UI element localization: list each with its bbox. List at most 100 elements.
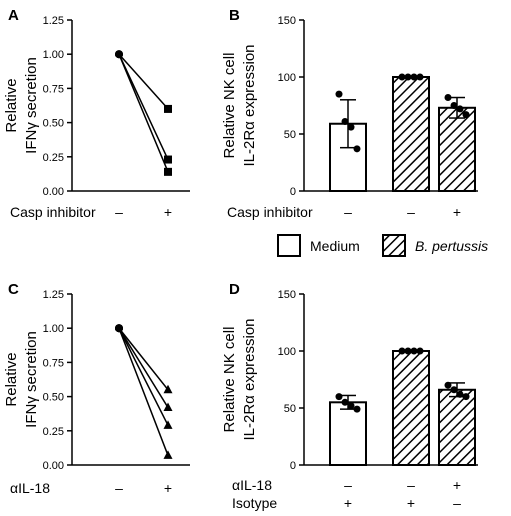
pd-data-point: [404, 347, 412, 355]
pc-y-tick-label: 1.00: [43, 323, 64, 335]
pd-data-point: [398, 347, 406, 355]
pd-y-tick-label: 100: [278, 346, 296, 358]
pd-y-tick-label: 150: [278, 289, 296, 301]
pc-condition-mark: +: [164, 480, 172, 496]
pb-bar-pertussis: [392, 76, 430, 192]
chart-panel-d: 0 50 100 150 Relative NK cell IL-2Rα expressi…: [221, 289, 478, 511]
pb-data-point: [450, 102, 458, 109]
pc-point-before: [115, 324, 123, 333]
pc-pair-line: [118, 327, 169, 456]
pc-pair-line: [118, 327, 169, 391]
pd-condition-mark: –: [407, 477, 415, 493]
chart-panel-c: 0.00 0.25 0.50 0.75 1.00 1.25 Relative IFNγ sec…: [3, 289, 190, 496]
pb-data-point: [404, 73, 412, 81]
pd-data-point: [353, 405, 361, 413]
panel-letter-b: B: [229, 7, 240, 24]
pc-condition-mark: –: [115, 480, 123, 496]
pb-y-tick-label: 0: [290, 186, 296, 198]
pa-y-tick-label: 0.00: [43, 186, 64, 198]
pa-y-tick-label: 0.75: [43, 83, 64, 95]
pd-condition-label: Isotype: [232, 495, 277, 511]
chart-panel-a: 0.00 0.25 0.50 0.75 1.00 1.25 Relative IFNγ sec…: [3, 15, 190, 220]
pb-data-point: [410, 73, 418, 81]
pd-data-point: [456, 390, 464, 398]
legend: Medium B. pertussis: [277, 234, 488, 257]
pd-data-point: [444, 381, 452, 389]
pb-condition-mark: +: [453, 204, 461, 220]
pd-data-point: [347, 402, 355, 410]
pc-y-tick-label: 1.25: [43, 289, 64, 301]
pd-bar-pertussis: [438, 388, 476, 467]
pc-y-tick-label: 0.75: [43, 357, 64, 369]
pd-data-point: [341, 398, 349, 406]
pa-y-label: IFNγ secretion: [23, 57, 40, 154]
pd-bar-pertussis: [392, 350, 430, 466]
pc-pair-line: [118, 327, 169, 426]
pd-data-point: [335, 393, 343, 401]
pc-point-after: [163, 420, 173, 429]
pd-y-tick-label: 50: [284, 403, 296, 415]
pa-point-after: [164, 104, 172, 113]
pd-data-point: [410, 347, 418, 355]
pb-y-label: Relative NK cell: [221, 53, 238, 159]
pd-condition-mark: +: [407, 495, 415, 511]
legend-swatch-medium: [277, 234, 301, 257]
pd-condition-mark: +: [453, 477, 461, 493]
pd-condition-label: αIL-18: [232, 477, 272, 493]
panel-letter-c: C: [8, 281, 19, 298]
pd-data-point: [462, 393, 470, 401]
legend-swatch-pertussis: [382, 234, 406, 257]
pa-y-tick-label: 1.00: [43, 49, 64, 61]
pc-point-after: [163, 402, 173, 412]
pd-y-tick-label: 0: [290, 460, 296, 472]
pa-y-tick-label: 0.25: [43, 152, 64, 164]
pd-data-point: [416, 347, 424, 355]
legend-label-pertussis: B. pertussis: [415, 238, 488, 254]
panel-letter-d: D: [229, 281, 240, 298]
pb-bar-pertussis: [438, 106, 476, 192]
pb-data-point: [335, 90, 343, 98]
pa-y-label: Relative: [3, 78, 20, 132]
pd-data-point: [450, 386, 458, 394]
pc-y-tick-label: 0.00: [43, 460, 64, 472]
pb-data-point: [456, 105, 464, 113]
pd-bar-medium: [329, 401, 367, 466]
pa-y-tick-label: 0.50: [43, 118, 64, 130]
pa-pair-line: [118, 53, 169, 110]
pa-point-after: [164, 155, 172, 164]
pb-condition-label: Casp inhibitor: [227, 204, 313, 220]
pb-y-tick-label: 150: [278, 15, 296, 27]
pd-condition-mark: –: [453, 495, 461, 511]
pb-data-point: [462, 111, 470, 119]
pb-data-point: [398, 73, 406, 81]
pc-y-tick-label: 0.25: [43, 426, 64, 438]
pa-point-after: [164, 167, 172, 176]
pc-y-label: Relative: [3, 352, 20, 406]
legend-label-medium: Medium: [310, 238, 360, 254]
pb-condition-mark: –: [407, 204, 415, 220]
pc-y-tick-label: 0.50: [43, 392, 64, 404]
pc-point-after: [163, 450, 173, 459]
pc-pair-line: [118, 327, 169, 408]
pd-y-label: Relative NK cell: [221, 327, 238, 433]
pa-condition-label: Casp inhibitor: [10, 204, 96, 220]
chart-panel-b: 0 50 100 150 Relative NK cell IL-2Rα expressi…: [221, 15, 478, 220]
pc-y-label: IFNγ secretion: [23, 331, 40, 428]
pb-data-point: [416, 73, 424, 81]
pb-y-tick-label: 50: [284, 129, 296, 141]
pb-y-label: IL-2Rα expression: [241, 44, 258, 166]
pa-condition-mark: +: [164, 204, 172, 220]
pb-data-point: [341, 117, 349, 125]
pd-condition-mark: –: [344, 477, 352, 493]
pb-data-point: [347, 123, 355, 131]
pa-point-before: [115, 50, 123, 59]
pa-condition-mark: –: [115, 204, 123, 220]
pb-y-tick-label: 100: [278, 72, 296, 84]
pa-pair-line: [118, 53, 169, 173]
pb-condition-mark: –: [344, 204, 352, 220]
pc-condition-label: αIL-18: [10, 480, 50, 496]
pd-y-label: IL-2Rα expression: [241, 318, 258, 440]
pd-condition-mark: +: [344, 495, 352, 511]
pc-point-after: [163, 384, 173, 394]
